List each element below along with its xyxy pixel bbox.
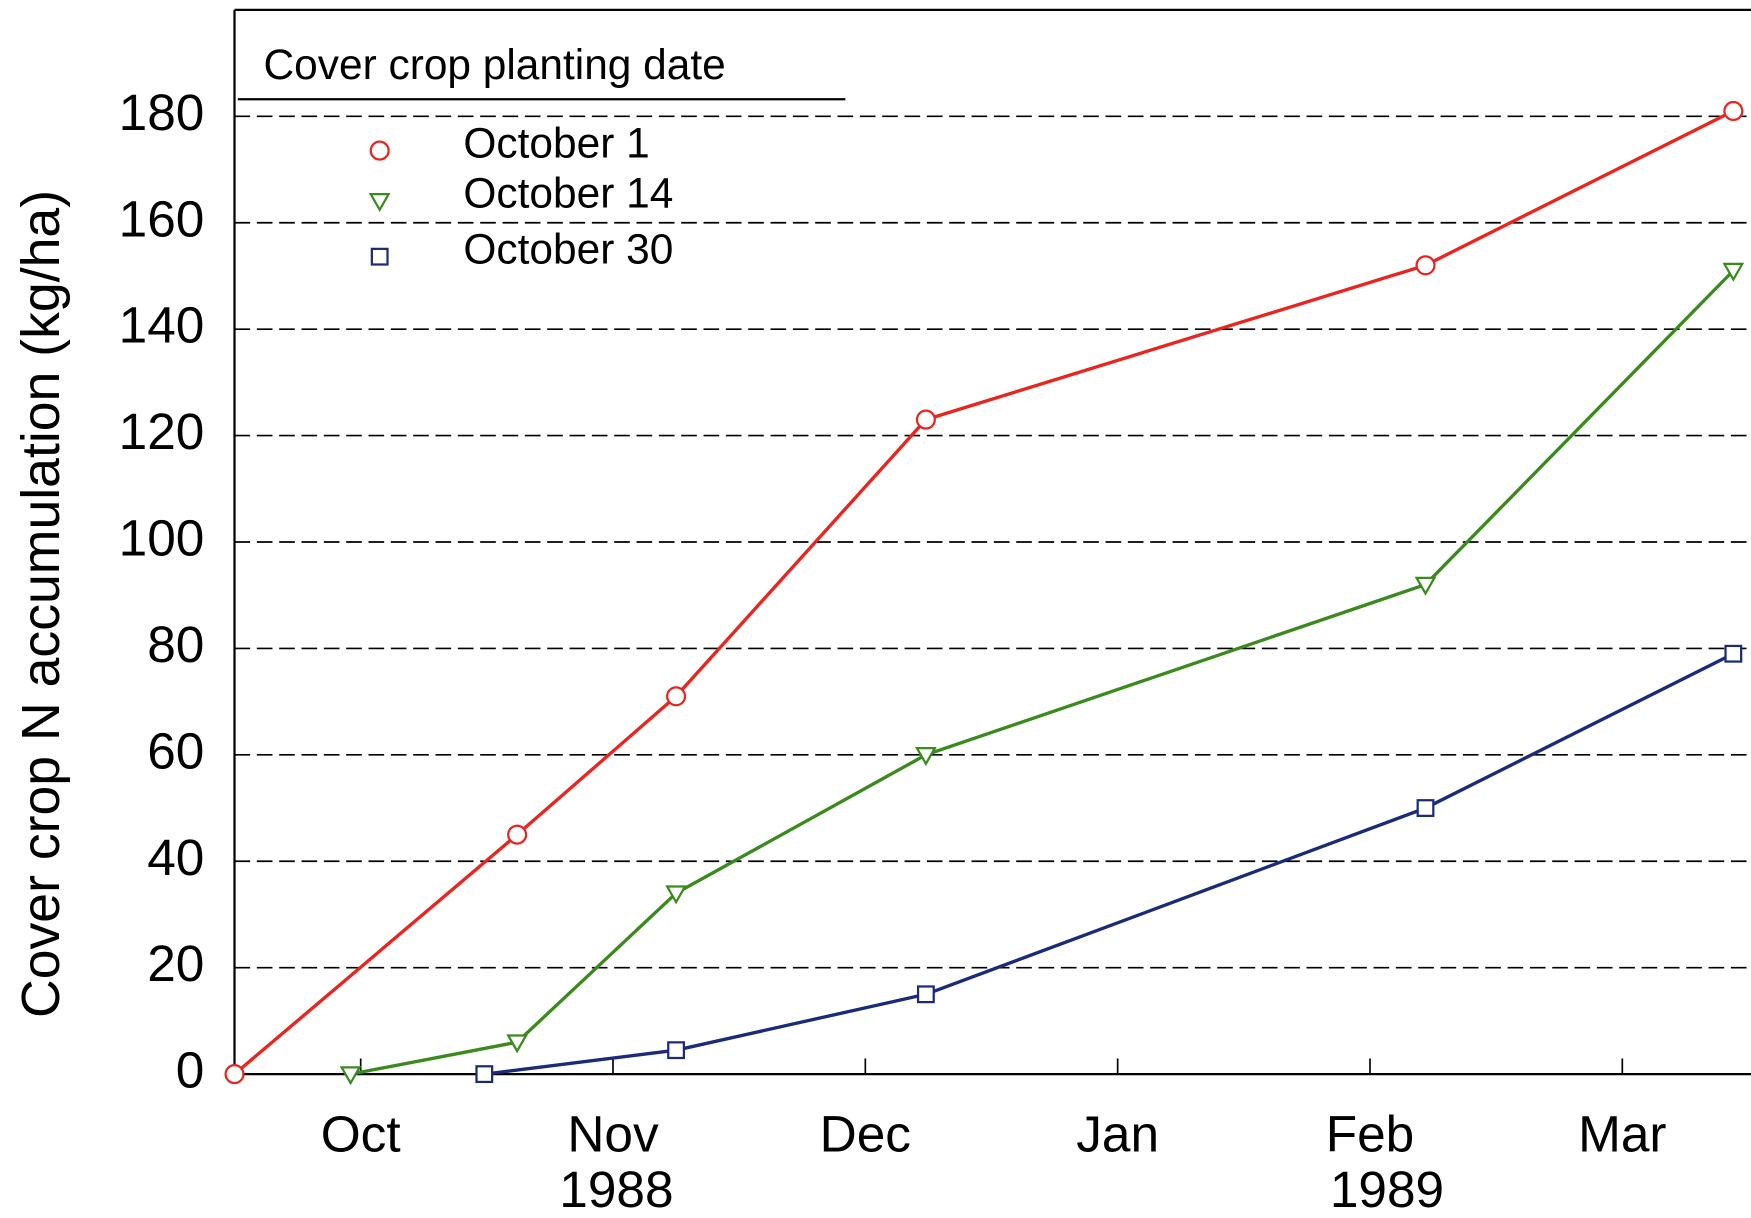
marker bbox=[1416, 799, 1435, 817]
legend-title: Cover crop planting date bbox=[264, 41, 726, 88]
marker bbox=[1723, 100, 1744, 122]
y-tick-label: 80 bbox=[147, 616, 204, 673]
marker bbox=[915, 747, 937, 767]
marker bbox=[916, 985, 935, 1004]
marker bbox=[667, 1041, 686, 1060]
y-tick-label: 120 bbox=[119, 403, 205, 460]
marker bbox=[475, 1065, 494, 1084]
line bbox=[484, 652, 1735, 1076]
marker bbox=[1724, 644, 1743, 663]
y-tick-label: 160 bbox=[119, 190, 205, 247]
line bbox=[233, 109, 1735, 1076]
marker bbox=[1415, 255, 1436, 276]
legend-label: October 30 bbox=[463, 225, 673, 272]
marker bbox=[666, 686, 687, 707]
marker bbox=[507, 824, 528, 845]
y-tick-label: 20 bbox=[147, 935, 204, 992]
x-tick-label: Feb bbox=[1326, 1105, 1415, 1162]
y-tick-label: 60 bbox=[147, 722, 204, 779]
marker bbox=[1722, 262, 1745, 282]
y-tick-label: 180 bbox=[119, 84, 205, 141]
marker bbox=[339, 1066, 362, 1086]
legend-marker bbox=[368, 193, 391, 213]
marker bbox=[506, 1034, 528, 1054]
marker bbox=[1414, 576, 1437, 596]
legend-label: October 14 bbox=[463, 170, 673, 217]
x-tick-label: Oct bbox=[321, 1105, 401, 1162]
legend-label: October 1 bbox=[463, 119, 649, 166]
legend-marker bbox=[369, 140, 390, 161]
year-label: 1989 bbox=[1330, 1161, 1444, 1218]
legend-marker bbox=[370, 247, 389, 266]
marker bbox=[665, 885, 687, 905]
year-label: 1988 bbox=[559, 1161, 673, 1218]
x-tick-label: Mar bbox=[1578, 1105, 1666, 1162]
y-tick-label: 0 bbox=[176, 1042, 205, 1099]
y-tick-label: 140 bbox=[119, 297, 205, 354]
line bbox=[350, 269, 1735, 1076]
marker bbox=[915, 409, 936, 430]
y-tick-label: 40 bbox=[147, 829, 204, 886]
x-tick-label: Dec bbox=[820, 1105, 911, 1162]
x-tick-label: Nov bbox=[567, 1105, 659, 1162]
marker bbox=[224, 1064, 245, 1085]
x-tick-label: Jan bbox=[1076, 1105, 1159, 1162]
y-tick-label: 100 bbox=[119, 510, 205, 567]
y-axis-label: Cover crop N accumulation (kg/ha) bbox=[11, 190, 71, 1018]
